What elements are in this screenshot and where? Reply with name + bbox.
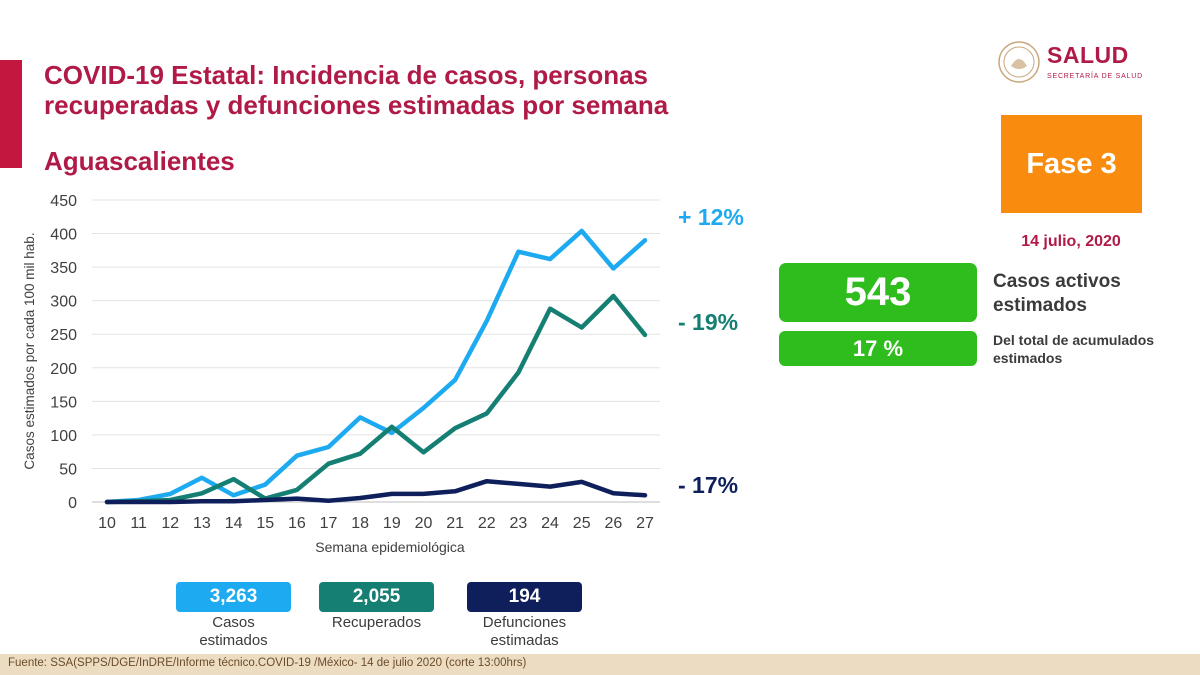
x-tick-label: 21 xyxy=(446,515,464,532)
y-tick-label: 0 xyxy=(68,495,77,512)
x-tick-label: 26 xyxy=(604,515,622,532)
y-tick-label: 350 xyxy=(50,260,77,277)
active-cases-label: Casos activos estimados xyxy=(993,271,1121,316)
y-tick-label: 250 xyxy=(50,327,77,344)
x-tick-label: 17 xyxy=(320,515,338,532)
x-axis-title: Semana epidemiológica xyxy=(315,539,465,555)
summary-recovered-label: Recuperados xyxy=(331,614,422,631)
x-tick-label: 11 xyxy=(130,515,147,532)
x-tick-label: 16 xyxy=(288,515,306,532)
y-tick-label: 450 xyxy=(50,193,77,210)
summary-deaths-label: Defunciones estimadas xyxy=(482,614,567,649)
recuperados-series-line xyxy=(104,293,648,505)
phase-badge: Fase 3 xyxy=(1001,115,1142,213)
source-text: Fuente: SSA(SPPS/DGE/InDRE/Informe técni… xyxy=(8,657,527,669)
logo-name: SALUD xyxy=(1047,42,1129,68)
recuperados-change-label: - 19% xyxy=(678,309,738,335)
x-tick-label: 14 xyxy=(225,515,243,532)
y-tick-label: 200 xyxy=(50,361,77,378)
defunciones-series-line xyxy=(104,478,648,505)
casos-change-label: + 12% xyxy=(678,204,744,230)
weekly-incidence-chart: 0 50 100 150 200 250 300 350 400 450 10 11 12 13 14 15 1… xyxy=(22,193,744,555)
x-tick-label: 10 xyxy=(98,515,116,532)
summary-recovered: 2,055 Recuperados xyxy=(319,582,434,632)
logo-subtitle: SECRETARÍA DE SALUD xyxy=(1047,73,1143,80)
x-tick-label: 18 xyxy=(351,515,369,532)
y-tick-label: 400 xyxy=(50,227,77,244)
page-title: COVID-19 Estatal: Incidencia de casos, p… xyxy=(44,60,669,120)
y-tick-label: 50 xyxy=(59,461,77,478)
summary-recovered-value: 2,055 xyxy=(319,582,434,612)
footer-bar: Fuente: SSA(SPPS/DGE/InDRE/Informe técni… xyxy=(0,654,1200,675)
x-tick-label: 22 xyxy=(478,515,496,532)
x-tick-label: 20 xyxy=(415,515,433,532)
accent-bar xyxy=(0,60,22,168)
x-tick-label: 12 xyxy=(161,515,179,532)
x-tick-label: 19 xyxy=(383,515,401,532)
x-tick-label: 27 xyxy=(636,515,654,532)
coat-of-arms-icon xyxy=(998,41,1040,83)
active-percent-value: 17 % xyxy=(779,331,977,366)
y-tick-label: 300 xyxy=(50,294,77,311)
summary-cases-value: 3,263 xyxy=(176,582,291,612)
defunciones-change-label: - 17% xyxy=(678,472,738,498)
x-tick-label: 13 xyxy=(193,515,211,532)
active-percent-label: Del total de acumulados estimados xyxy=(993,332,1155,366)
x-tick-label: 23 xyxy=(510,515,528,532)
x-tick-label: 25 xyxy=(573,515,591,532)
report-date: 14 julio, 2020 xyxy=(1021,233,1121,250)
x-tick-label: 15 xyxy=(256,515,274,532)
casos-series-line xyxy=(104,228,648,505)
x-tick-label: 24 xyxy=(541,515,559,532)
salud-logo: SALUD SECRETARÍA DE SALUD xyxy=(997,40,1157,86)
summary-cases: 3,263 Casos estimados xyxy=(176,582,291,650)
summary-deaths: 194 Defunciones estimadas xyxy=(467,582,582,650)
summary-deaths-value: 194 xyxy=(467,582,582,612)
y-tick-label: 100 xyxy=(50,428,77,445)
active-cases-value: 543 xyxy=(779,263,977,322)
y-axis-title: Casos estimados por cada 100 mil hab. xyxy=(22,232,37,469)
y-tick-label: 150 xyxy=(50,394,77,411)
summary-cases-label: Casos estimados xyxy=(199,614,268,649)
state-name: Aguascalientes xyxy=(44,146,235,176)
